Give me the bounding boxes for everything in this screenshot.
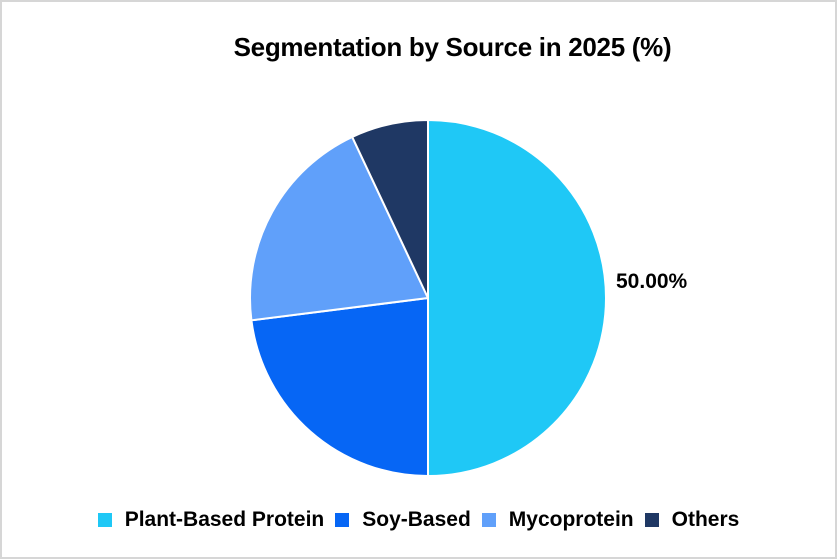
chart-legend: Plant-Based Protein Soy-Based Mycoprotei… xyxy=(2,505,835,535)
legend-swatch-soy-based xyxy=(335,513,350,527)
pie-data-label: 50.00% xyxy=(616,270,688,293)
legend-swatch-plant-based-protein xyxy=(97,513,112,527)
legend-swatch-others xyxy=(644,513,659,527)
legend-item-plant-based-protein: Plant-Based Protein xyxy=(97,508,325,532)
legend-label: Plant-Based Protein xyxy=(124,508,325,531)
pie-slice-others xyxy=(351,119,429,299)
pie-slice-soy-based xyxy=(250,297,429,477)
pie-slice-mycoprotein xyxy=(248,135,429,322)
legend-label: Others xyxy=(671,508,740,531)
legend-label: Mycoprotein xyxy=(508,508,634,531)
legend-swatch-mycoprotein xyxy=(481,513,496,527)
legend-item-mycoprotein: Mycoprotein xyxy=(481,508,634,532)
pie-slice-plant-based-protein xyxy=(427,119,607,477)
chart-title: Segmentation by Source in 2025 (%) xyxy=(233,32,672,62)
legend-item-soy-based: Soy-Based xyxy=(335,508,471,532)
legend-label: Soy-Based xyxy=(362,508,471,531)
legend-item-others: Others xyxy=(644,508,740,532)
